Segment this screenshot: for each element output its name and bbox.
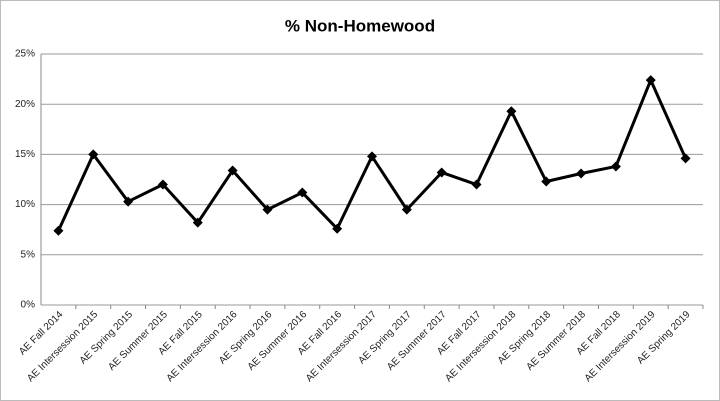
data-marker: [506, 106, 517, 117]
data-marker: [157, 179, 168, 190]
data-marker: [610, 161, 621, 172]
y-tick-label: 20%: [15, 99, 35, 110]
data-marker: [680, 153, 691, 164]
data-marker: [227, 165, 238, 176]
y-tick-label: 15%: [15, 149, 35, 160]
y-tick-label: 10%: [15, 199, 35, 210]
data-marker: [88, 149, 99, 160]
data-marker: [401, 204, 412, 215]
data-marker: [576, 168, 587, 179]
data-marker: [471, 179, 482, 190]
data-marker: [123, 196, 134, 207]
y-tick-label: 25%: [15, 49, 35, 60]
data-marker: [192, 217, 203, 228]
data-marker: [297, 187, 308, 198]
chart-title: % Non-Homewood: [285, 16, 435, 35]
data-marker: [541, 176, 552, 187]
data-marker: [367, 151, 377, 162]
data-marker: [332, 223, 343, 234]
data-marker: [53, 225, 64, 236]
y-tick-label: 0%: [21, 300, 36, 311]
y-tick-label: 5%: [21, 249, 36, 260]
data-marker: [645, 75, 656, 86]
data-marker: [436, 167, 447, 178]
data-marker: [262, 204, 273, 215]
